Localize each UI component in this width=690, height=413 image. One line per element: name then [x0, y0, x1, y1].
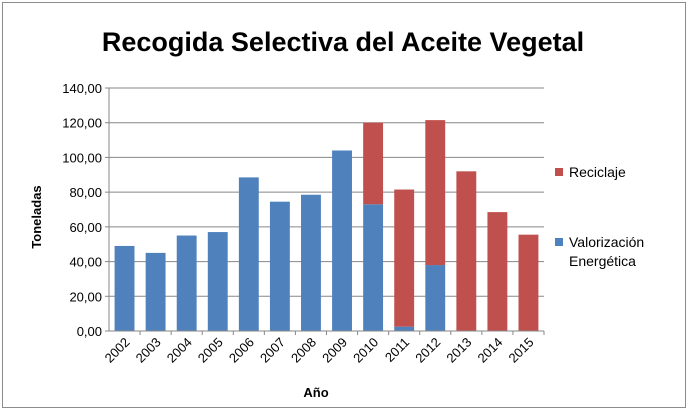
- bar-valorizacion-2010: [363, 204, 384, 331]
- bar-valorizacion-2004: [176, 235, 197, 331]
- bar-reciclaje-2010: [363, 122, 384, 205]
- x-tick-label: 2002: [102, 335, 133, 366]
- bar-valorizacion-2007: [269, 201, 290, 331]
- legend-label: Valorización: [569, 234, 644, 250]
- x-tick-label: 2005: [195, 335, 226, 366]
- legend-swatch: [555, 168, 563, 176]
- bar-reciclaje-2015: [518, 234, 539, 331]
- y-tick-labels: 0,00 20,00 40,00 60,00 80,00 100,00 120,00 140,…: [62, 81, 102, 339]
- bar-valorizacion-2006: [238, 177, 259, 331]
- axes: [105, 87, 545, 335]
- y-tick-label: 100,00: [62, 150, 102, 165]
- y-tick-label: 80,00: [69, 185, 102, 200]
- legend-swatch: [555, 238, 563, 246]
- x-tick-label: 2003: [133, 335, 164, 366]
- y-tick-label: 140,00: [62, 81, 102, 96]
- x-tick-label: 2015: [506, 335, 537, 366]
- bar-reciclaje-2012: [425, 120, 446, 266]
- legend-label: Reciclaje: [569, 164, 626, 180]
- x-tick-label: 2012: [412, 335, 443, 366]
- bar-valorizacion-2002: [114, 245, 135, 331]
- chart-frame: Recogida Selectiva del Aceite Vegetal 0,…: [2, 2, 686, 408]
- legend-label: Energética: [569, 253, 636, 269]
- bar-valorizacion-2003: [145, 252, 166, 331]
- chart-title: Recogida Selectiva del Aceite Vegetal: [102, 27, 584, 57]
- x-tick-label: 2004: [164, 335, 195, 366]
- y-tick-label: 20,00: [69, 289, 102, 304]
- x-tick-label: 2010: [350, 335, 381, 366]
- x-tick-label: 2006: [226, 335, 257, 366]
- bar-valorizacion-2008: [301, 194, 321, 331]
- y-axis-title: Toneladas: [29, 185, 44, 248]
- bar-reciclaje-2014: [487, 212, 508, 331]
- bars: [114, 120, 539, 331]
- x-tick-label: 2013: [443, 335, 474, 366]
- y-tick-label: 60,00: [69, 220, 102, 235]
- x-tick-label: 2014: [474, 335, 505, 366]
- bar-valorizacion-2009: [332, 150, 352, 331]
- bar-reciclaje-2013: [456, 171, 477, 331]
- x-tick-label: 2008: [288, 335, 319, 366]
- x-axis-title: Año: [303, 385, 328, 400]
- x-tick-label: 2007: [257, 335, 288, 366]
- chart-svg: Recogida Selectiva del Aceite Vegetal 0,…: [29, 27, 644, 400]
- x-tick-label: 2009: [319, 335, 350, 366]
- x-tick-label: 2011: [382, 335, 412, 365]
- bar-valorizacion-2012: [425, 265, 446, 331]
- y-tick-label: 0,00: [77, 324, 102, 339]
- bar-valorizacion-2011: [394, 326, 415, 331]
- bar-reciclaje-2011: [394, 189, 415, 327]
- y-tick-label: 40,00: [69, 255, 102, 270]
- gridlines: [109, 87, 544, 297]
- bar-valorizacion-2005: [207, 232, 228, 331]
- legend: Reciclaje Valorización Energética: [555, 164, 644, 269]
- y-tick-label: 120,00: [62, 116, 102, 131]
- x-tick-labels: 2002 2003 2004 2005 2006 2007 2008 2009 2010 2011…: [102, 335, 537, 366]
